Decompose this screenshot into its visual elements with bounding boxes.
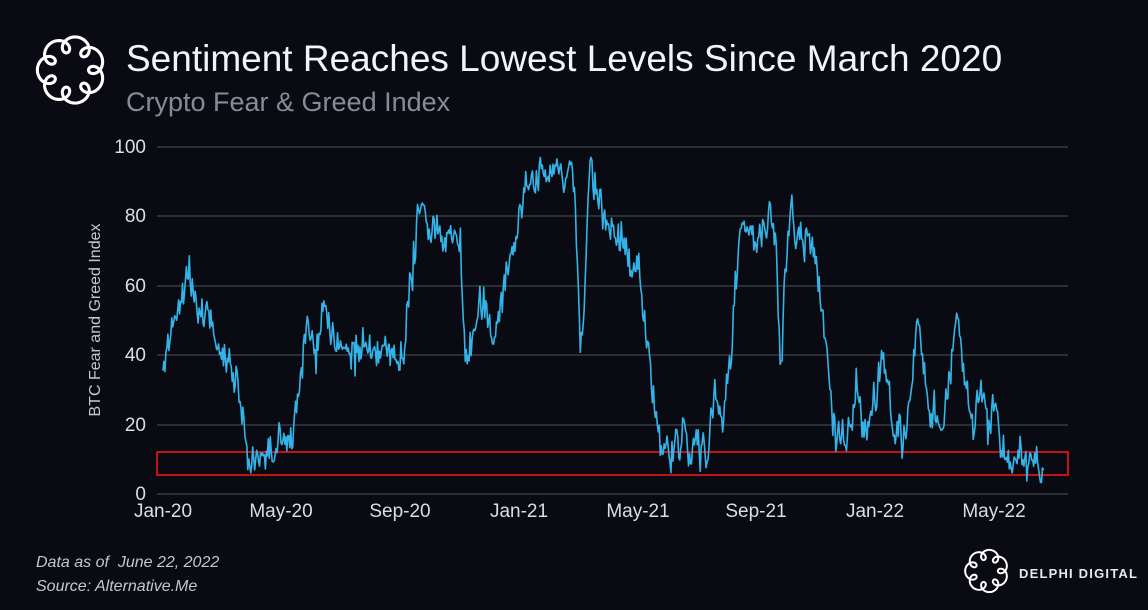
svg-text:Jan-21: Jan-21 [490, 501, 548, 522]
svg-text:Sep-20: Sep-20 [369, 501, 430, 522]
svg-text:May-20: May-20 [249, 501, 312, 522]
svg-text:100: 100 [114, 137, 146, 158]
svg-text:20: 20 [125, 415, 146, 436]
svg-text:Jan-22: Jan-22 [846, 501, 904, 522]
svg-text:BTC Fear and Greed Index: BTC Fear and Greed Index [87, 224, 104, 417]
svg-text:May-21: May-21 [606, 501, 669, 522]
svg-text:40: 40 [125, 345, 146, 366]
svg-text:May-22: May-22 [962, 501, 1025, 522]
svg-text:Sep-21: Sep-21 [725, 501, 786, 522]
svg-text:80: 80 [125, 206, 146, 227]
svg-text:Jan-20: Jan-20 [134, 501, 192, 522]
svg-text:60: 60 [125, 276, 146, 297]
